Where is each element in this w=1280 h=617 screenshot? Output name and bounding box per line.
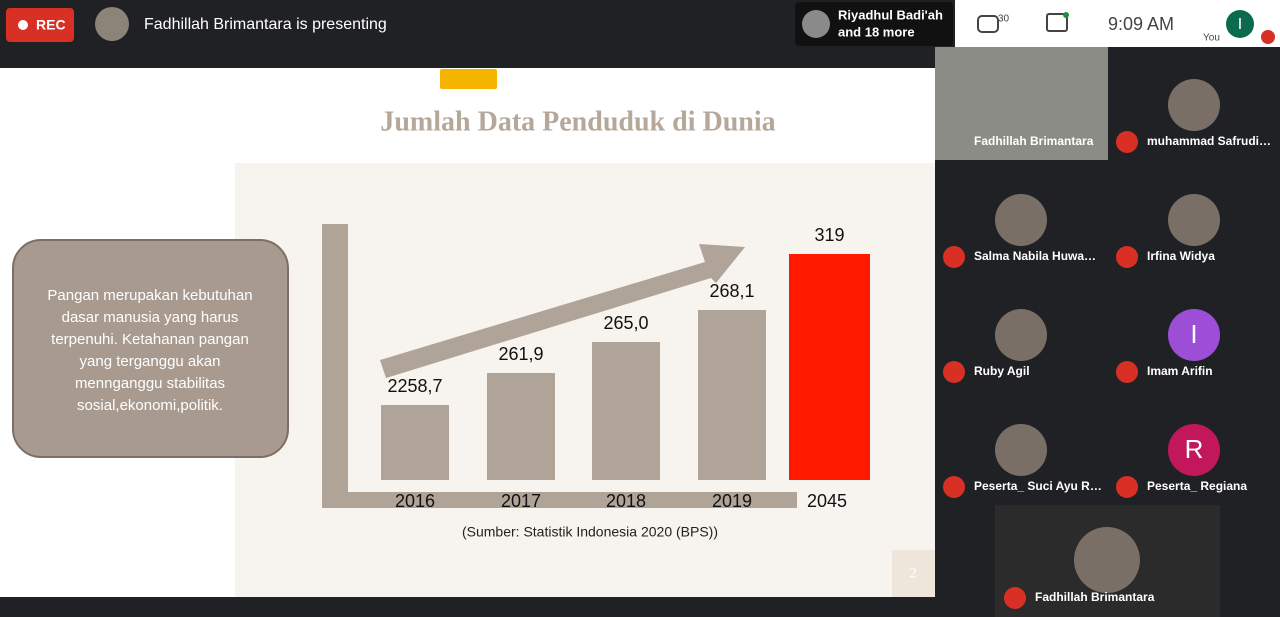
note-line: Pangan merupakan kebutuhan bbox=[47, 287, 252, 304]
participant-name: Imam Arifin bbox=[1147, 364, 1213, 378]
year-label: 2019 bbox=[712, 491, 752, 511]
year-label: 2017 bbox=[501, 491, 541, 511]
participant-avatar bbox=[1168, 79, 1220, 131]
bar-label: 265,0 bbox=[603, 313, 648, 333]
bar bbox=[381, 405, 449, 480]
mute-icon bbox=[1116, 246, 1138, 268]
rec-label: REC bbox=[36, 17, 66, 33]
note-line: terpenuhi. Ketahanan pangan bbox=[51, 331, 249, 348]
bar-label: 319 bbox=[814, 225, 844, 245]
participant-avatar bbox=[1074, 527, 1140, 593]
slide-title: Jumlah Data Penduduk di Dunia bbox=[380, 106, 775, 137]
mute-icon bbox=[1116, 131, 1138, 153]
note-box bbox=[12, 239, 289, 458]
participant-avatar bbox=[1168, 309, 1220, 361]
participant-avatar bbox=[1168, 424, 1220, 476]
bar-label: 268,1 bbox=[709, 281, 754, 301]
mute-icon bbox=[1004, 587, 1026, 609]
rec-dot bbox=[18, 20, 28, 30]
trend-arrow bbox=[380, 244, 745, 378]
others-name: Riyadhul Badi'ah bbox=[838, 7, 943, 22]
bar-label: 261,9 bbox=[498, 344, 543, 364]
participant-name: Irfina Widya bbox=[1147, 249, 1215, 263]
participant-name: Fadhillah Brimantara bbox=[974, 134, 1094, 148]
others-avatar bbox=[802, 10, 830, 38]
mute-icon bbox=[1116, 361, 1138, 383]
you-avatar bbox=[1226, 10, 1254, 38]
people-count: 30 bbox=[998, 14, 1010, 25]
people-icon[interactable] bbox=[977, 15, 999, 33]
participant-initial: R bbox=[1185, 434, 1204, 464]
mute-icon bbox=[943, 246, 965, 268]
note-line: sosial,ekonomi,politik. bbox=[77, 397, 223, 414]
you-initial: I bbox=[1238, 16, 1242, 33]
rec-button[interactable] bbox=[6, 8, 74, 42]
participant-name: Peserta_ Regiana bbox=[1147, 479, 1247, 493]
you-mute bbox=[1261, 30, 1275, 44]
mute-icon bbox=[943, 476, 965, 498]
page-box bbox=[892, 550, 935, 597]
participant-avatar bbox=[995, 424, 1047, 476]
year-label: 2016 bbox=[395, 491, 435, 511]
mute-icon bbox=[943, 361, 965, 383]
bar bbox=[487, 373, 555, 480]
chat-dot bbox=[1063, 12, 1069, 18]
participant-avatar bbox=[995, 194, 1047, 246]
note-line: mennganggu stabilitas bbox=[75, 375, 225, 392]
participant-initial: I bbox=[1190, 319, 1197, 349]
clock: 9:09 AM bbox=[1108, 14, 1174, 34]
you-label: You bbox=[1203, 33, 1220, 44]
note-line: dasar manusia yang harus bbox=[62, 309, 239, 326]
chat-icon[interactable] bbox=[1046, 13, 1068, 32]
bar bbox=[592, 342, 660, 480]
presenter-label: Fadhillah Brimantara is presenting bbox=[144, 16, 387, 33]
others-more: and 18 more bbox=[838, 24, 915, 39]
source: (Sumber: Statistik Indonesia 2020 (BPS)) bbox=[462, 524, 718, 540]
note-line: yang terganggu akan bbox=[80, 353, 221, 370]
participant-name: Ruby Agil bbox=[974, 364, 1030, 378]
participant-name: Salma Nabila Huwa… bbox=[974, 249, 1096, 263]
participant-name: muhammad Safrudi… bbox=[1147, 134, 1271, 148]
participant-name: Peserta_ Suci Ayu R… bbox=[974, 479, 1102, 493]
participant-name: Fadhillah Brimantara bbox=[1035, 590, 1155, 604]
mute-icon bbox=[1116, 476, 1138, 498]
page-number: 2 bbox=[909, 565, 917, 581]
others-box[interactable] bbox=[795, 2, 953, 46]
bar bbox=[698, 310, 766, 480]
year-label: 2045 bbox=[807, 491, 847, 511]
bar bbox=[789, 254, 870, 480]
bar-label: 2258,7 bbox=[387, 376, 442, 396]
participant-avatar bbox=[1168, 194, 1220, 246]
year-label: 2018 bbox=[606, 491, 646, 511]
presenter-avatar bbox=[95, 7, 129, 41]
control-bar bbox=[955, 0, 1280, 47]
presenter-video bbox=[935, 47, 1108, 160]
toolbar-icons[interactable] bbox=[440, 69, 497, 89]
participant-avatar bbox=[995, 309, 1047, 361]
